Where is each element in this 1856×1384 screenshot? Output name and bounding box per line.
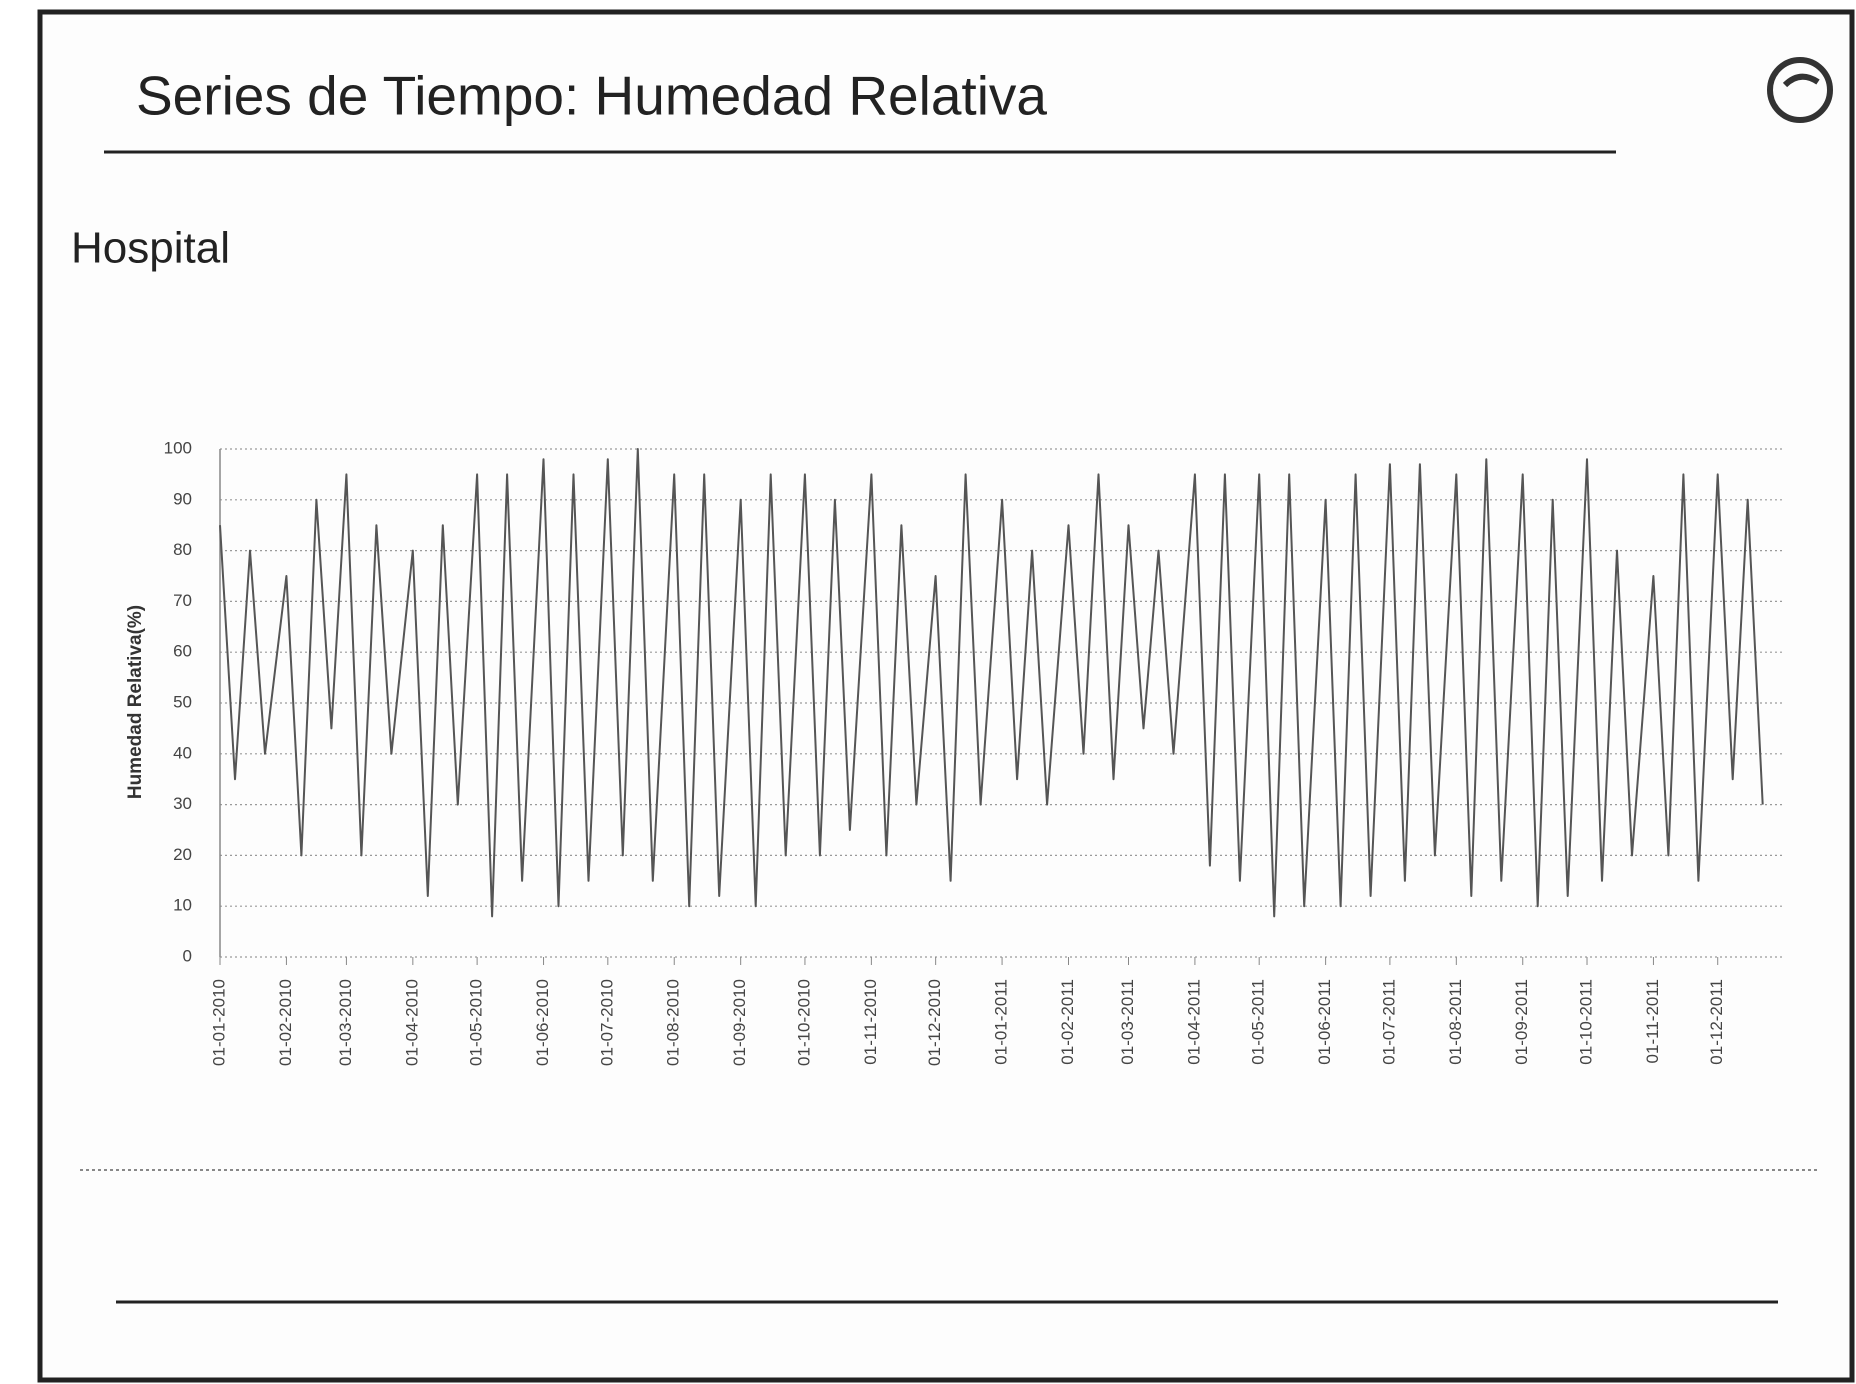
- x-tick-label: 01-08-2010: [664, 979, 683, 1066]
- x-tick-label: 01-12-2011: [1707, 979, 1726, 1065]
- y-tick-label: 50: [173, 692, 192, 711]
- x-tick-label: 01-10-2011: [1577, 979, 1596, 1065]
- y-tick-label: 0: [183, 946, 192, 965]
- x-tick-label: 01-10-2010: [794, 979, 813, 1066]
- logo: [1767, 57, 1833, 123]
- x-tick-label: 01-04-2011: [1184, 979, 1203, 1065]
- y-axis-title: Humedad Relativa(%): [125, 605, 146, 799]
- y-tick-label: 100: [164, 438, 192, 457]
- x-tick-label: 01-07-2011: [1379, 979, 1398, 1065]
- y-tick-label: 10: [173, 896, 192, 915]
- y-tick-label: 70: [173, 591, 192, 610]
- x-tick-label: 01-08-2011: [1446, 979, 1465, 1065]
- y-tick-label: 30: [173, 794, 192, 813]
- x-tick-label: 01-11-2010: [861, 979, 880, 1065]
- data-line: [219, 448, 1764, 918]
- x-tick-label: 01-05-2010: [467, 979, 486, 1066]
- x-tick-label: 01-04-2010: [402, 979, 421, 1066]
- x-tick-label: 01-07-2010: [597, 979, 616, 1066]
- x-tick-label: 01-12-2010: [925, 979, 944, 1066]
- x-tick-label: 01-01-2011: [992, 979, 1011, 1065]
- chart-subtitle: Hospital: [71, 224, 230, 273]
- x-tick-label: 01-02-2010: [276, 979, 295, 1066]
- slide-title: Series de Tiempo: Humedad Relativa: [136, 65, 1047, 127]
- y-tick-label: 20: [173, 845, 192, 864]
- x-tick-label: 01-06-2011: [1315, 979, 1334, 1065]
- x-tick-label: 01-09-2011: [1512, 979, 1531, 1065]
- x-tick-label: 01-11-2011: [1643, 979, 1662, 1063]
- x-tick-label: 01-03-2011: [1118, 979, 1137, 1065]
- y-tick-label: 60: [173, 642, 192, 661]
- x-tick-label: 01-03-2010: [336, 979, 355, 1066]
- y-tick-label: 40: [173, 743, 192, 762]
- slide-frame: [37, 9, 1855, 1383]
- y-tick-label: 80: [173, 540, 192, 559]
- x-tick-label: 01-05-2011: [1249, 979, 1268, 1065]
- x-tick-label: 01-01-2010: [209, 979, 228, 1066]
- x-tick-label: 01-09-2010: [730, 979, 749, 1066]
- x-tick-label: 01-02-2011: [1058, 979, 1077, 1065]
- x-tick-label: 01-06-2010: [533, 979, 552, 1066]
- y-tick-label: 90: [173, 489, 192, 508]
